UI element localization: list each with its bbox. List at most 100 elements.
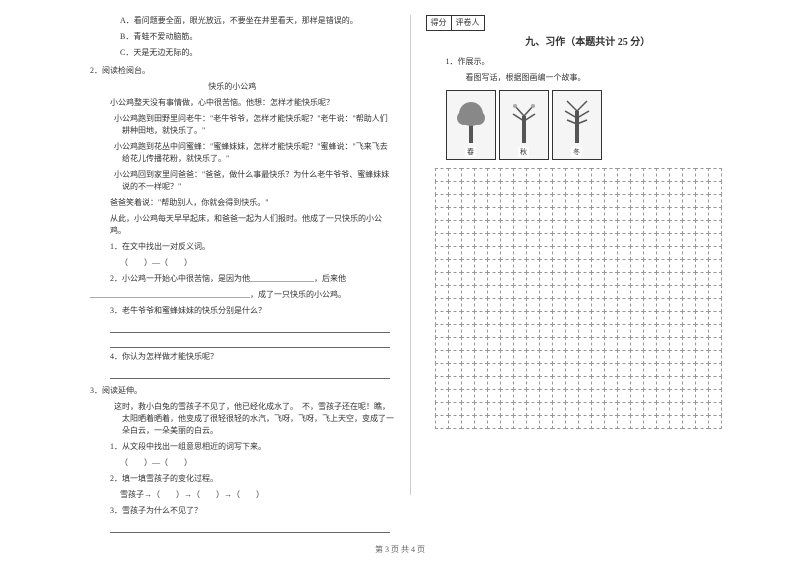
grid-cell xyxy=(461,259,475,273)
grid-cell xyxy=(513,181,527,195)
grid-cell xyxy=(643,272,657,286)
grid-cell xyxy=(565,298,579,312)
grid-cell xyxy=(526,363,540,377)
grid-cell xyxy=(643,350,657,364)
grid-cell xyxy=(474,350,488,364)
grid-cell xyxy=(591,259,605,273)
grid-cell xyxy=(513,233,527,247)
grid-row xyxy=(436,337,751,350)
grid-cell xyxy=(578,402,592,416)
grid-cell xyxy=(448,272,462,286)
page-footer: 第 3 页 共 4 页 xyxy=(0,544,800,555)
q3-sub1: 1．从文段中找出一组意思相近的词写下来。 xyxy=(70,441,395,453)
grid-cell xyxy=(552,389,566,403)
grid-cell xyxy=(643,259,657,273)
grid-cell xyxy=(500,220,514,234)
grid-cell xyxy=(630,181,644,195)
grid-cell xyxy=(565,337,579,351)
grid-cell xyxy=(513,298,527,312)
grid-cell xyxy=(435,389,449,403)
grid-cell xyxy=(448,181,462,195)
grid-cell xyxy=(539,168,553,182)
grid-cell xyxy=(630,246,644,260)
grid-cell xyxy=(617,389,631,403)
grid-cell xyxy=(630,220,644,234)
grid-cell xyxy=(487,402,501,416)
grid-cell xyxy=(630,168,644,182)
left-column: A．看问题要全面，眼光放远，不要坐在井里看天，那样是错误的。 B．青蛙不爱动脑筋… xyxy=(70,15,395,495)
grid-cell xyxy=(656,311,670,325)
grid-cell xyxy=(435,194,449,208)
grid-cell xyxy=(513,363,527,377)
grid-cell xyxy=(643,298,657,312)
grid-cell xyxy=(643,233,657,247)
grid-row xyxy=(436,272,751,285)
grid-cell xyxy=(630,363,644,377)
grid-cell xyxy=(526,259,540,273)
grid-cell xyxy=(500,311,514,325)
grid-cell xyxy=(448,298,462,312)
grid-cell xyxy=(591,311,605,325)
grid-cell xyxy=(604,376,618,390)
grid-cell xyxy=(578,285,592,299)
grid-cell xyxy=(682,246,696,260)
grid-cell xyxy=(591,220,605,234)
grid-cell xyxy=(708,259,722,273)
grid-cell xyxy=(474,298,488,312)
grid-cell xyxy=(500,259,514,273)
grid-cell xyxy=(591,363,605,377)
grid-cell xyxy=(669,246,683,260)
grid-cell xyxy=(578,194,592,208)
grid-cell xyxy=(474,207,488,221)
grid-cell xyxy=(526,337,540,351)
grid-cell xyxy=(461,363,475,377)
grid-cell xyxy=(487,246,501,260)
grid-cell xyxy=(604,194,618,208)
grid-cell xyxy=(708,233,722,247)
grid-row xyxy=(436,376,751,389)
grid-cell xyxy=(682,285,696,299)
grid-cell xyxy=(669,272,683,286)
grid-cell xyxy=(630,298,644,312)
grid-cell xyxy=(500,337,514,351)
q3-p1: 这时，救小白兔的雪孩子不见了，他已经化成水了。 不，雪孩子还在呢！瞧，太阳晒着晒… xyxy=(70,401,395,437)
grid-cell xyxy=(630,415,644,429)
grid-cell xyxy=(643,324,657,338)
grid-cell xyxy=(591,415,605,429)
grid-cell xyxy=(656,337,670,351)
grid-cell xyxy=(643,376,657,390)
grid-cell xyxy=(539,207,553,221)
grid-cell xyxy=(435,324,449,338)
grid-cell xyxy=(474,376,488,390)
grid-cell xyxy=(539,389,553,403)
grid-cell xyxy=(435,272,449,286)
image-autumn: 秋 xyxy=(499,90,549,160)
grid-cell xyxy=(474,285,488,299)
grid-cell xyxy=(461,220,475,234)
column-divider xyxy=(410,15,411,495)
grid-cell xyxy=(604,207,618,221)
grid-cell xyxy=(461,311,475,325)
grid-cell xyxy=(617,376,631,390)
grid-cell xyxy=(604,181,618,195)
grid-cell xyxy=(630,311,644,325)
grid-cell xyxy=(435,402,449,416)
q3-sub1b: （ ）—（ ） xyxy=(70,457,395,469)
grid-cell xyxy=(682,363,696,377)
grid-cell xyxy=(552,285,566,299)
grid-cell xyxy=(682,298,696,312)
grid-cell xyxy=(461,168,475,182)
grid-row xyxy=(436,311,751,324)
grid-cell xyxy=(487,272,501,286)
grid-cell xyxy=(695,389,709,403)
grid-row xyxy=(436,285,751,298)
grid-cell xyxy=(435,350,449,364)
grid-cell xyxy=(630,233,644,247)
grid-cell xyxy=(539,337,553,351)
grid-cell xyxy=(604,272,618,286)
grid-cell xyxy=(539,233,553,247)
q2-sub2b: ________________________________________… xyxy=(70,289,395,301)
q2-sub2: 2．小公鸡一开始心中很苦恼，是因为他________________，后来他 xyxy=(70,273,395,285)
grid-cell xyxy=(591,285,605,299)
grid-cell xyxy=(552,337,566,351)
